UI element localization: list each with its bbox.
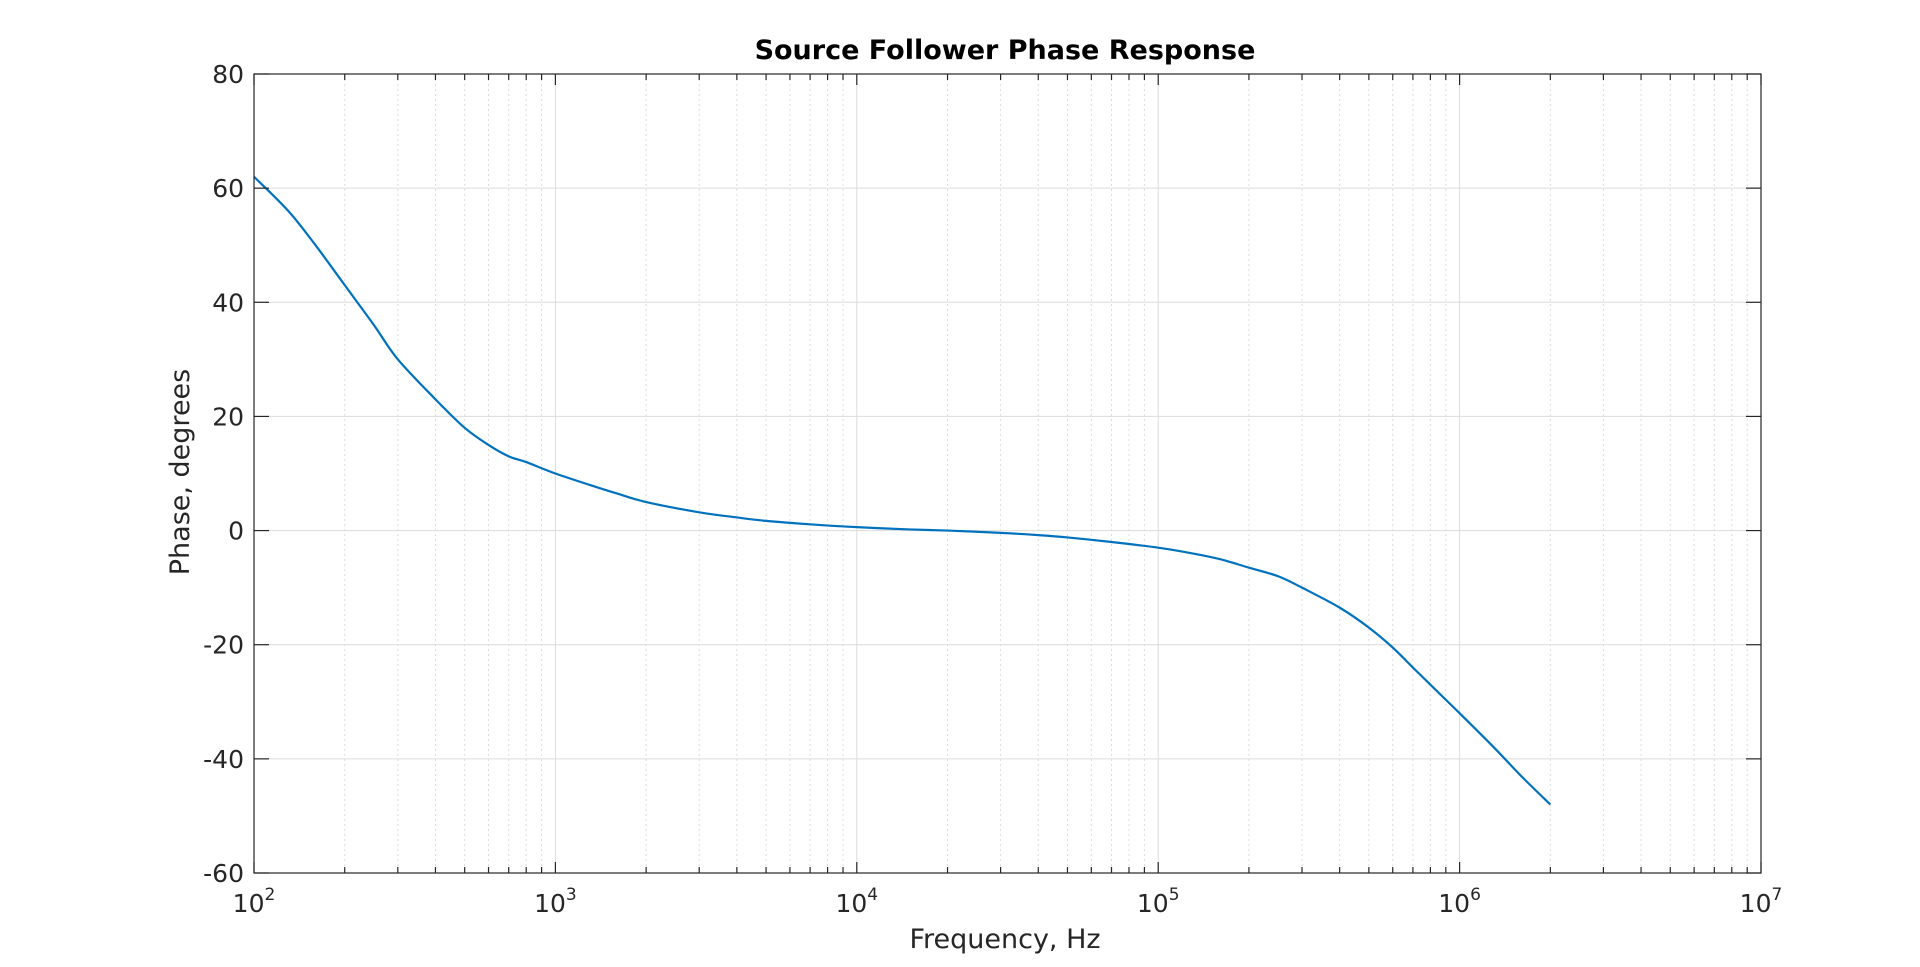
x-tick-label: 106 bbox=[1438, 885, 1481, 918]
x-tick-label: 103 bbox=[534, 885, 577, 918]
y-axis-label: Phase, degrees bbox=[165, 369, 196, 575]
y-tick-label: 80 bbox=[212, 60, 244, 89]
y-tick-label: 20 bbox=[212, 402, 244, 431]
y-tick-label: 0 bbox=[228, 517, 244, 546]
x-axis-label: Frequency, Hz bbox=[909, 924, 1100, 955]
y-tick-label: 40 bbox=[212, 288, 244, 317]
y-tick-label: 60 bbox=[212, 174, 244, 203]
phase-series-line bbox=[253, 175, 1552, 806]
grid-lines bbox=[253, 73, 1762, 874]
chart-title: Source Follower Phase Response bbox=[755, 35, 1256, 66]
y-tick-label: -60 bbox=[203, 859, 244, 888]
x-tick-label: 104 bbox=[835, 885, 878, 918]
x-tick-label: 105 bbox=[1137, 885, 1180, 918]
y-tick-labels: 80 60 40 20 0 -20 -40 -60 bbox=[203, 60, 244, 888]
x-tick-label: 107 bbox=[1740, 885, 1783, 918]
tick-marks bbox=[253, 73, 1762, 874]
plot-area-border bbox=[253, 73, 1762, 874]
x-tick-label: 102 bbox=[233, 885, 276, 918]
series-layer bbox=[253, 175, 1552, 806]
x-tick-labels: 102 103 104 105 106 107 bbox=[233, 885, 1783, 918]
y-tick-label: -20 bbox=[203, 631, 244, 660]
y-tick-label: -40 bbox=[203, 745, 244, 774]
